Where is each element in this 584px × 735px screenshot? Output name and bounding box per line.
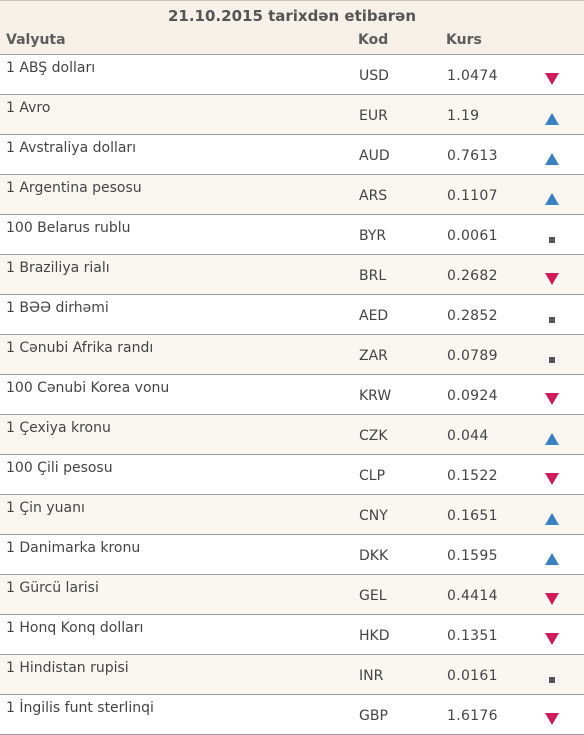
table-row: 1 Çin yuanı CNY 0.1651 (0, 495, 584, 535)
exchange-rate: 0.2682 (447, 268, 498, 284)
exchange-rate: 0.1107 (447, 188, 498, 204)
exchange-rate: 0.4414 (447, 588, 498, 604)
currency-name: 1 Avro (6, 100, 51, 116)
currency-name: 1 ABŞ dolları (6, 60, 96, 76)
currency-code: CZK (359, 428, 388, 444)
currency-code: EUR (359, 108, 388, 124)
trend-down-icon (544, 392, 560, 406)
column-header-code: Kod (358, 32, 389, 48)
currency-code: ARS (359, 188, 388, 204)
currency-code: USD (359, 68, 389, 84)
currency-name: 1 Hindistan rupisi (6, 660, 129, 676)
exchange-rate: 0.0061 (447, 228, 498, 244)
exchange-rate: 0.0789 (447, 348, 498, 364)
currency-name: 1 BƏƏ dirhəmi (6, 300, 109, 316)
exchange-rate: 1.0474 (447, 68, 498, 84)
table-row: 1 Avstraliya dolları AUD 0.7613 (0, 135, 584, 175)
exchange-rate: 1.6176 (447, 708, 498, 724)
table-row: 1 Avro EUR 1.19 (0, 95, 584, 135)
exchange-rate: 0.1351 (447, 628, 498, 644)
trend-up-icon (544, 192, 560, 206)
currency-code: HKD (359, 628, 390, 644)
exchange-rate: 0.0161 (447, 668, 498, 684)
column-header-currency: Valyuta (6, 32, 66, 48)
exchange-rate: 0.1651 (447, 508, 498, 524)
table-row: 100 Cənubi Korea vonu KRW 0.0924 (0, 375, 584, 415)
table-row: 1 Cənubi Afrika randı ZAR 0.0789 (0, 335, 584, 375)
currency-code: GBP (359, 708, 388, 724)
currency-name: 1 Honq Konq dolları (6, 620, 144, 636)
table-row: 1 BƏƏ dirhəmi AED 0.2852 (0, 295, 584, 335)
currency-name: 1 Danimarka kronu (6, 540, 141, 556)
table-row: 1 Braziliya rialı BRL 0.2682 (0, 255, 584, 295)
exchange-rate: 0.1595 (447, 548, 498, 564)
trend-down-icon (544, 72, 560, 86)
currency-name: 1 Avstraliya dolları (6, 140, 137, 156)
table-row: 1 Danimarka kronu DKK 0.1595 (0, 535, 584, 575)
table-title: 21.10.2015 tarixdən etibarən (0, 0, 584, 28)
exchange-rate: 1.19 (447, 108, 480, 124)
currency-code: INR (359, 668, 384, 684)
trend-unchanged-icon (544, 672, 560, 686)
table-row: 1 Hindistan rupisi INR 0.0161 (0, 655, 584, 695)
currency-code: AED (359, 308, 389, 324)
currency-name: 100 Çili pesosu (6, 460, 113, 476)
trend-up-icon (544, 512, 560, 526)
currency-code: ZAR (359, 348, 388, 364)
table-row: 1 Çexiya kronu CZK 0.044 (0, 415, 584, 455)
table-header: Valyuta Kod Kurs (0, 28, 584, 55)
currency-name: 1 Çin yuanı (6, 500, 85, 516)
currency-name: 1 Gürcü larisi (6, 580, 99, 596)
trend-unchanged-icon (544, 352, 560, 366)
trend-down-icon (544, 712, 560, 726)
table-row: 1 Honq Konq dolları HKD 0.1351 (0, 615, 584, 655)
currency-name: 1 İngilis funt sterlinqi (6, 700, 154, 716)
exchange-rate: 0.2852 (447, 308, 498, 324)
trend-down-icon (544, 632, 560, 646)
exchange-rate: 0.0924 (447, 388, 498, 404)
currency-code: CNY (359, 508, 388, 524)
currency-name: 1 Çexiya kronu (6, 420, 111, 436)
trend-up-icon (544, 552, 560, 566)
trend-up-icon (544, 112, 560, 126)
table-row: 1 ABŞ dolları USD 1.0474 (0, 55, 584, 95)
currency-name: 1 Braziliya rialı (6, 260, 110, 276)
currency-code: GEL (359, 588, 387, 604)
trend-up-icon (544, 432, 560, 446)
trend-down-icon (544, 272, 560, 286)
exchange-rate: 0.7613 (447, 148, 498, 164)
table-row: 100 Belarus rublu BYR 0.0061 (0, 215, 584, 255)
table-row: 1 Argentina pesosu ARS 0.1107 (0, 175, 584, 215)
trend-down-icon (544, 472, 560, 486)
currency-code: CLP (359, 468, 386, 484)
currency-name: 1 Cənubi Afrika randı (6, 340, 154, 356)
table-row: 1 Gürcü larisi GEL 0.4414 (0, 575, 584, 615)
exchange-rate: 0.044 (447, 428, 489, 444)
trend-up-icon (544, 152, 560, 166)
exchange-rate: 0.1522 (447, 468, 498, 484)
table-row: 100 Çili pesosu CLP 0.1522 (0, 455, 584, 495)
table-body: 1 ABŞ dolları USD 1.0474 1 Avro EUR 1.19 1 Avs… (0, 55, 584, 735)
currency-code: DKK (359, 548, 389, 564)
table-row: 1 İngilis funt sterlinqi GBP 1.6176 (0, 695, 584, 735)
trend-unchanged-icon (544, 312, 560, 326)
trend-unchanged-icon (544, 232, 560, 246)
trend-down-icon (544, 592, 560, 606)
currency-code: BYR (359, 228, 387, 244)
currency-code: AUD (359, 148, 390, 164)
currency-name: 100 Belarus rublu (6, 220, 131, 236)
currency-name: 100 Cənubi Korea vonu (6, 380, 170, 396)
currency-code: KRW (359, 388, 392, 404)
column-header-rate: Kurs (446, 32, 482, 48)
currency-name: 1 Argentina pesosu (6, 180, 142, 196)
currency-code: BRL (359, 268, 387, 284)
